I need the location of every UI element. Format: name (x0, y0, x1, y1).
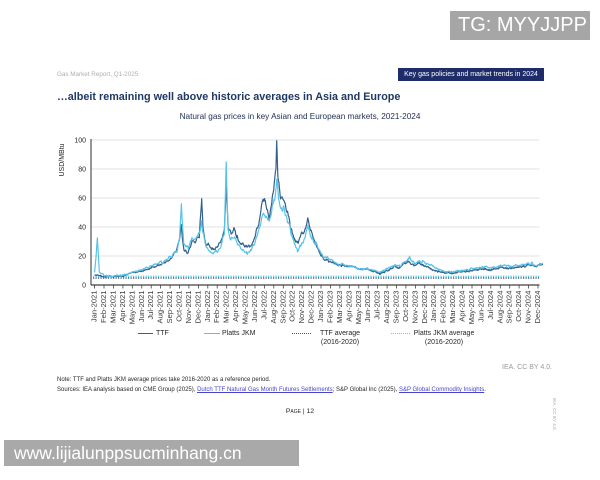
svg-text:Jul-2023: Jul-2023 (373, 291, 382, 320)
svg-text:Apr-2021: Apr-2021 (118, 291, 127, 322)
svg-text:Feb-2024: Feb-2024 (439, 291, 448, 324)
svg-text:Feb-2023: Feb-2023 (325, 291, 334, 324)
svg-text:Mar-2023: Mar-2023 (335, 291, 344, 324)
svg-text:Sep-2022: Sep-2022 (278, 291, 287, 324)
svg-text:Apr-2024: Apr-2024 (458, 291, 467, 322)
svg-text:20: 20 (78, 253, 86, 260)
svg-text:Sep-2024: Sep-2024 (505, 291, 514, 324)
svg-text:May-2023: May-2023 (354, 291, 363, 325)
svg-text:Apr-2022: Apr-2022 (231, 291, 240, 322)
svg-text:Nov-2021: Nov-2021 (184, 291, 193, 324)
svg-text:Mar-2024: Mar-2024 (448, 291, 457, 324)
svg-text:Jan-2024: Jan-2024 (429, 291, 438, 323)
svg-text:May-2024: May-2024 (467, 291, 476, 325)
svg-text:Sep-2023: Sep-2023 (392, 291, 401, 324)
svg-text:Jan-2023: Jan-2023 (316, 291, 325, 323)
svg-text:Sep-2021: Sep-2021 (165, 291, 174, 324)
svg-text:Jul-2022: Jul-2022 (259, 291, 268, 320)
svg-text:Mar-2021: Mar-2021 (109, 291, 118, 324)
svg-text:Jan-2022: Jan-2022 (203, 291, 212, 323)
svg-text:Aug-2021: Aug-2021 (156, 291, 165, 324)
svg-text:Apr-2023: Apr-2023 (344, 291, 353, 322)
svg-text:Feb-2022: Feb-2022 (212, 291, 221, 324)
svg-text:Aug-2023: Aug-2023 (382, 291, 391, 324)
svg-text:Dec-2024: Dec-2024 (533, 291, 542, 324)
svg-text:Feb-2021: Feb-2021 (99, 291, 108, 324)
svg-text:USD/MBtu: USD/MBtu (59, 143, 66, 176)
svg-text:Aug-2024: Aug-2024 (495, 291, 504, 324)
svg-text:Dec-2021: Dec-2021 (193, 291, 202, 324)
svg-text:40: 40 (78, 224, 86, 231)
svg-text:Oct-2021: Oct-2021 (175, 291, 184, 322)
svg-text:Jun-2021: Jun-2021 (137, 291, 146, 323)
svg-text:Mar-2022: Mar-2022 (222, 291, 231, 324)
svg-text:May-2021: May-2021 (127, 291, 136, 325)
svg-text:Oct-2024: Oct-2024 (514, 291, 523, 322)
svg-text:Jun-2022: Jun-2022 (250, 291, 259, 323)
svg-text:Jun-2024: Jun-2024 (476, 291, 485, 323)
svg-text:80: 80 (78, 166, 86, 173)
svg-text:Nov-2023: Nov-2023 (410, 291, 419, 324)
svg-text:Oct-2023: Oct-2023 (401, 291, 410, 322)
svg-text:Jan-2021: Jan-2021 (90, 291, 99, 323)
svg-text:Dec-2023: Dec-2023 (420, 291, 429, 324)
svg-text:0: 0 (82, 282, 86, 289)
svg-text:Nov-2024: Nov-2024 (524, 291, 533, 324)
svg-text:May-2022: May-2022 (241, 291, 250, 325)
svg-text:100: 100 (74, 137, 86, 144)
svg-text:Aug-2022: Aug-2022 (269, 291, 278, 324)
svg-text:Nov-2022: Nov-2022 (297, 291, 306, 324)
svg-text:Dec-2022: Dec-2022 (307, 291, 316, 324)
svg-text:Jul-2024: Jul-2024 (486, 291, 495, 320)
svg-text:Jun-2023: Jun-2023 (363, 291, 372, 323)
svg-text:Jul-2021: Jul-2021 (146, 291, 155, 320)
svg-text:60: 60 (78, 195, 86, 202)
svg-text:Oct-2022: Oct-2022 (288, 291, 297, 322)
